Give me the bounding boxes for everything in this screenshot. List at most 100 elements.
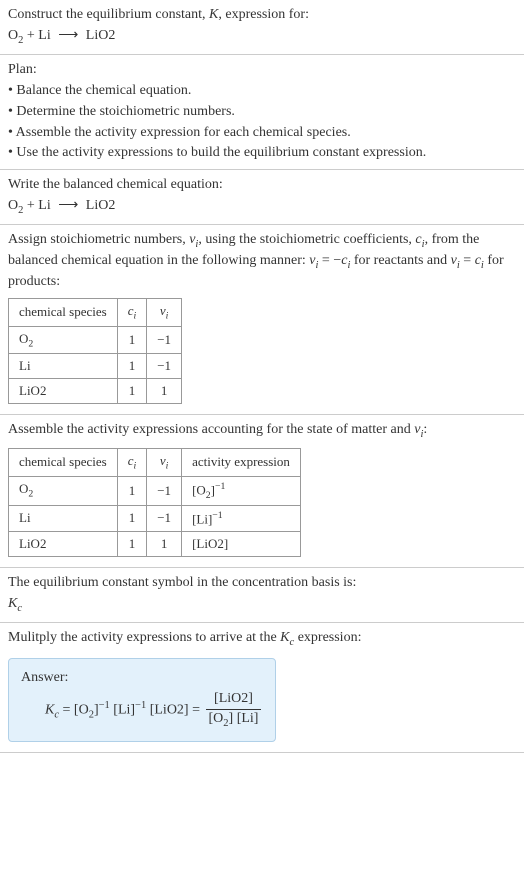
t1-r0-sub: 2 xyxy=(28,338,33,349)
header-section: Construct the equilibrium constant, K, e… xyxy=(0,0,524,55)
t2-r2-sp: LiO2 xyxy=(9,532,118,557)
t2-r1-sp: Li xyxy=(9,505,118,531)
table-header-row: chemical species ci νi xyxy=(9,299,182,327)
beq-rhs: LiO2 xyxy=(82,198,115,213)
table-row: O2 1 −1 xyxy=(9,326,182,354)
stoich-text: Assign stoichiometric numbers, νi, using… xyxy=(8,231,516,292)
plan-b2: • Determine the stoichiometric numbers. xyxy=(8,103,516,122)
prompt-K: K xyxy=(209,7,218,22)
equation-line: O2 + Li ⟶ LiO2 xyxy=(8,27,516,48)
st-k: = xyxy=(460,253,475,268)
ans-eq: = [O xyxy=(59,702,89,717)
ans-lio2: [LiO2] = xyxy=(146,702,203,717)
ans-K: K xyxy=(45,702,54,717)
eq-rhs: LiO2 xyxy=(82,28,115,43)
activity-table: chemical species ci νi activity expressi… xyxy=(8,448,301,557)
t2-r0-sub: 2 xyxy=(28,489,33,500)
multiply-line: Mulitply the activity expressions to arr… xyxy=(8,629,516,650)
t2-r0-act: [O2]−1 xyxy=(182,476,301,505)
t2-r0-au: −1 xyxy=(215,481,225,492)
ans-den-post: ] [Li] xyxy=(229,711,259,726)
table-row: Li 1 −1 xyxy=(9,354,182,379)
t1-r1-c: 1 xyxy=(117,354,147,379)
t1-r0-v: −1 xyxy=(147,326,182,354)
stoich-section: Assign stoichiometric numbers, νi , using… xyxy=(0,225,524,415)
ai-a: Assemble the activity expressions accoun… xyxy=(8,422,414,437)
symbol-K: K xyxy=(8,596,17,611)
plan-section: Plan: • Balance the chemical equation. •… xyxy=(0,55,524,170)
st-g: = − xyxy=(318,253,341,268)
t2-r1-act: [Li]−1 xyxy=(182,505,301,531)
mul-K: K xyxy=(280,630,289,645)
stoich-table: chemical species ci νi O2 1 −1 Li 1 −1 L… xyxy=(8,298,182,404)
table-row: O2 1 −1 [O2]−1 xyxy=(9,476,301,505)
eq-plus: + Li xyxy=(23,28,54,43)
activity-intro: Assemble the activity expressions accoun… xyxy=(8,421,516,442)
table-header-row: chemical species ci νi activity expressi… xyxy=(9,449,301,477)
ans-num: [LiO2] xyxy=(206,690,262,710)
t1-r1-v: −1 xyxy=(147,354,182,379)
t1-r0-pre: O xyxy=(19,331,28,346)
ans-lisup: −1 xyxy=(135,700,146,711)
st-a: Assign stoichiometric numbers, xyxy=(8,232,189,247)
t2-r1-au: −1 xyxy=(212,510,222,521)
t1-r2-c: 1 xyxy=(117,379,147,404)
t1-h1: chemical species xyxy=(9,299,118,327)
t1-r2-sp: LiO2 xyxy=(9,379,118,404)
plan-b1: • Balance the chemical equation. xyxy=(8,82,516,101)
plan-b3: • Assemble the activity expression for e… xyxy=(8,124,516,143)
multiply-section: Mulitply the activity expressions to arr… xyxy=(0,623,524,753)
t2-r2-c: 1 xyxy=(117,532,147,557)
balanced-section: Write the balanced chemical equation: O2… xyxy=(0,170,524,225)
t1-r1-sp: Li xyxy=(9,354,118,379)
table-row: LiO2 1 1 xyxy=(9,379,182,404)
symbol-kc: Kc xyxy=(8,595,516,616)
t2-h4: activity expression xyxy=(182,449,301,477)
balanced-eq: O2 + Li ⟶ LiO2 xyxy=(8,197,516,218)
prompt-pre: Construct the equilibrium constant, xyxy=(8,7,209,22)
t2-r0-ap: [O xyxy=(192,482,206,497)
t2-h2: ci xyxy=(117,449,147,477)
t2-r0-sp: O2 xyxy=(9,476,118,505)
t2-h3: νi xyxy=(147,449,182,477)
answer-expr: Kc = [O2]−1 [Li]−1 [LiO2] = [LiO2][O2] [… xyxy=(21,690,263,731)
table-row: LiO2 1 1 [LiO2] xyxy=(9,532,301,557)
t2-r2-v: 1 xyxy=(147,532,182,557)
ans-den: [O2] [Li] xyxy=(206,710,262,731)
answer-fraction: [LiO2][O2] [Li] xyxy=(206,690,262,731)
ai-c: : xyxy=(423,422,427,437)
t2-r2-act: [LiO2] xyxy=(182,532,301,557)
t1-r2-v: 1 xyxy=(147,379,182,404)
eq-o2: O xyxy=(8,28,18,43)
beq-arrow: ⟶ xyxy=(58,198,78,213)
plan-title: Plan: xyxy=(8,61,516,80)
t1-h2sub: i xyxy=(134,311,137,322)
answer-label: Answer: xyxy=(21,669,263,688)
table-row: Li 1 −1 [Li]−1 xyxy=(9,505,301,531)
mul-a: Mulitply the activity expressions to arr… xyxy=(8,630,280,645)
balanced-intro: Write the balanced chemical equation: xyxy=(8,176,516,195)
st-c: , using the stoichiometric coefficients, xyxy=(198,232,415,247)
prompt-post: , expression for: xyxy=(218,7,309,22)
t2-r0-pre: O xyxy=(19,481,28,496)
prompt-line: Construct the equilibrium constant, K, e… xyxy=(8,6,516,25)
plan-b4: • Use the activity expressions to build … xyxy=(8,144,516,163)
t1-h3sub: i xyxy=(166,311,169,322)
beq-plus: + Li xyxy=(23,198,54,213)
beq-o2: O xyxy=(8,198,18,213)
t2-r1-ap: [Li] xyxy=(192,511,212,526)
eq-arrow: ⟶ xyxy=(58,28,78,43)
ans-den-pre: [O xyxy=(209,711,224,726)
t1-r0-sp: O2 xyxy=(9,326,118,354)
t2-r0-c: 1 xyxy=(117,476,147,505)
t1-h2: ci xyxy=(117,299,147,327)
activity-section: Assemble the activity expressions accoun… xyxy=(0,415,524,568)
answer-box: Answer: Kc = [O2]−1 [Li]−1 [LiO2] = [LiO… xyxy=(8,658,276,742)
mul-b: expression: xyxy=(294,630,361,645)
t2-r1-v: −1 xyxy=(147,505,182,531)
t1-r0-c: 1 xyxy=(117,326,147,354)
t2-r0-v: −1 xyxy=(147,476,182,505)
symbol-intro: The equilibrium constant symbol in the c… xyxy=(8,574,516,593)
t1-h3: νi xyxy=(147,299,182,327)
t2-r1-c: 1 xyxy=(117,505,147,531)
